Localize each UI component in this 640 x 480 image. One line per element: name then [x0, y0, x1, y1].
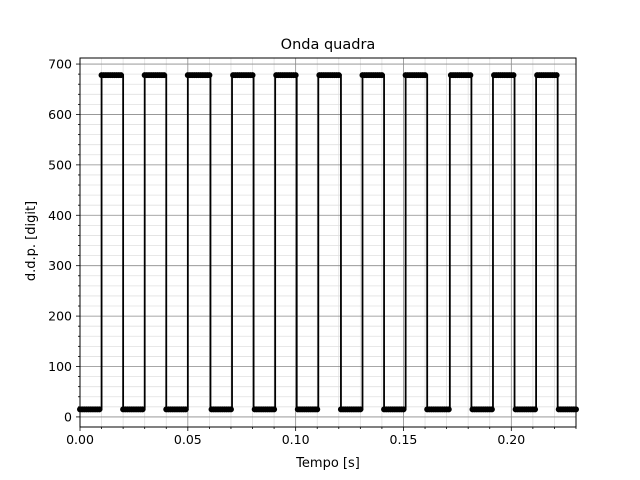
x-axis-label: Tempo [s]	[295, 456, 360, 471]
y-tick-label: 0	[64, 409, 72, 424]
data-point	[117, 72, 124, 79]
x-tick-label: 0.15	[390, 432, 418, 447]
x-tick-label: 0.20	[497, 432, 525, 447]
series-square-wave	[77, 72, 579, 413]
plot-frame	[79, 57, 577, 428]
series-line	[80, 74, 576, 411]
data-point	[249, 72, 256, 79]
data-point	[422, 72, 429, 79]
data-point	[467, 72, 474, 79]
data-point	[532, 406, 539, 413]
major-grid	[79, 58, 576, 427]
data-point	[445, 406, 452, 413]
data-point	[227, 406, 234, 413]
data-point	[292, 72, 299, 79]
y-axis-label: d.d.p. [digit]	[24, 201, 39, 281]
minor-grid	[80, 58, 577, 427]
data-point	[378, 72, 385, 79]
y-tick-label: 400	[48, 208, 72, 223]
data-point	[510, 72, 517, 79]
data-point	[400, 406, 407, 413]
data-point	[488, 406, 495, 413]
data-point	[357, 406, 364, 413]
y-tick-label: 300	[48, 258, 72, 273]
x-tick-label: 0.10	[282, 432, 310, 447]
data-point	[182, 406, 189, 413]
data-point	[96, 406, 103, 413]
data-point	[314, 406, 321, 413]
y-tick-label: 100	[48, 359, 72, 374]
data-point	[553, 72, 560, 79]
x-tick-label: 0.00	[66, 432, 94, 447]
data-point	[161, 72, 168, 79]
data-point	[271, 406, 278, 413]
data-point	[139, 406, 146, 413]
chart-title: Onda quadra	[281, 37, 376, 53]
x-axis: 0.00 0.05 0.10 0.15 0.20	[66, 427, 577, 447]
x-tick-label: 0.05	[174, 432, 202, 447]
y-tick-label: 200	[48, 309, 72, 324]
y-axis: 0 100 200 300 400 500 600 700	[48, 57, 80, 424]
data-point	[206, 72, 213, 79]
y-tick-label: 700	[48, 57, 72, 72]
y-tick-label: 500	[48, 157, 72, 172]
y-tick-label: 600	[48, 107, 72, 122]
data-point	[335, 72, 342, 79]
